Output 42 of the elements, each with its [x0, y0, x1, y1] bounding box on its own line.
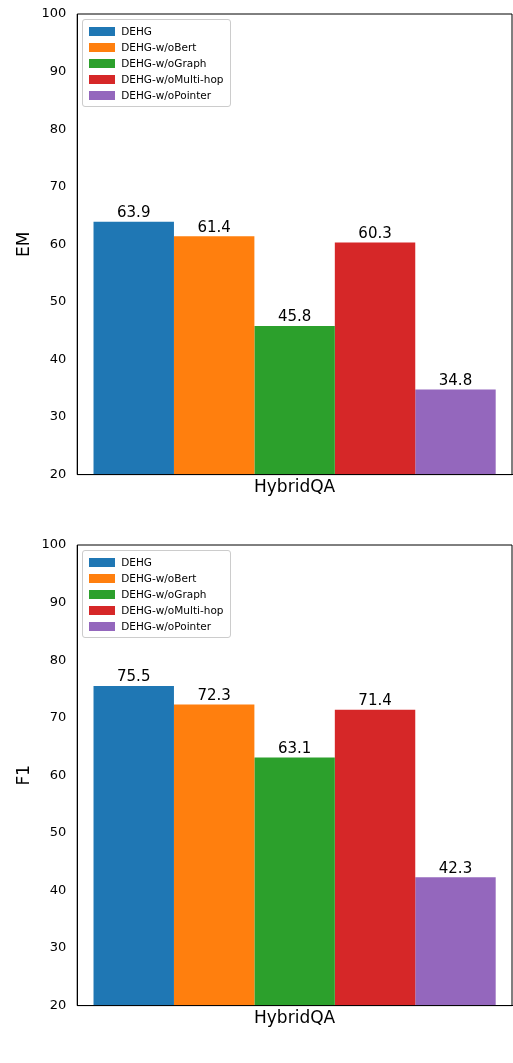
y-tick-label: 70: [49, 709, 67, 725]
legend-label: DEHG-w/oPointer: [121, 88, 212, 103]
y-tick-label: 40: [49, 881, 67, 897]
y-tick-label: 90: [49, 593, 67, 609]
y-tick-label: 50: [49, 293, 67, 309]
y-tick-label: 60: [49, 766, 67, 782]
data-label: 60.3: [358, 223, 392, 242]
y-axis-title: EM: [12, 231, 33, 258]
legend-label: DEHG-w/oBert: [121, 40, 197, 55]
legend-label: DEHG-w/oMulti-hop: [121, 603, 224, 618]
data-label: 75.5: [117, 667, 151, 686]
y-tick-label: 90: [49, 62, 67, 78]
y-tick-label: 20: [49, 465, 67, 481]
y-tick-label: 100: [41, 5, 67, 21]
legend-label: DEHG-w/oBert: [121, 571, 197, 586]
y-tick-label: 100: [41, 536, 67, 552]
data-label: 71.4: [358, 691, 392, 710]
y-tick-label: 20: [49, 996, 67, 1012]
legend-label: DEHG-w/oGraph: [121, 56, 207, 71]
y-tick-label: 80: [49, 651, 67, 667]
y-tick-label: 60: [49, 235, 67, 251]
data-label: 61.4: [197, 217, 231, 236]
data-label: 63.9: [117, 203, 151, 222]
y-tick-label: 40: [49, 350, 67, 366]
data-label: 42.3: [438, 858, 473, 877]
y-tick-label: 80: [49, 120, 67, 136]
x-tick-label: HybridQA: [254, 476, 336, 497]
legend-label: DEHG-w/oGraph: [121, 587, 207, 602]
y-tick-label: 30: [49, 408, 67, 424]
legend-label: DEHG: [121, 555, 152, 570]
legend-label: DEHG-w/oMulti-hop: [121, 72, 224, 87]
data-label: 63.1: [277, 738, 312, 757]
x-tick-label: HybridQA: [254, 1007, 336, 1028]
y-tick-label: 70: [49, 178, 67, 194]
legend-label: DEHG: [121, 24, 152, 39]
legend-label: DEHG-w/oPointer: [121, 619, 212, 634]
data-label: 45.8: [277, 307, 312, 326]
y-tick-label: 30: [49, 939, 67, 955]
data-label: 34.8: [438, 370, 473, 389]
y-tick-label: 50: [49, 824, 67, 840]
y-axis-title: F1: [12, 765, 33, 786]
data-label: 72.3: [197, 685, 231, 704]
